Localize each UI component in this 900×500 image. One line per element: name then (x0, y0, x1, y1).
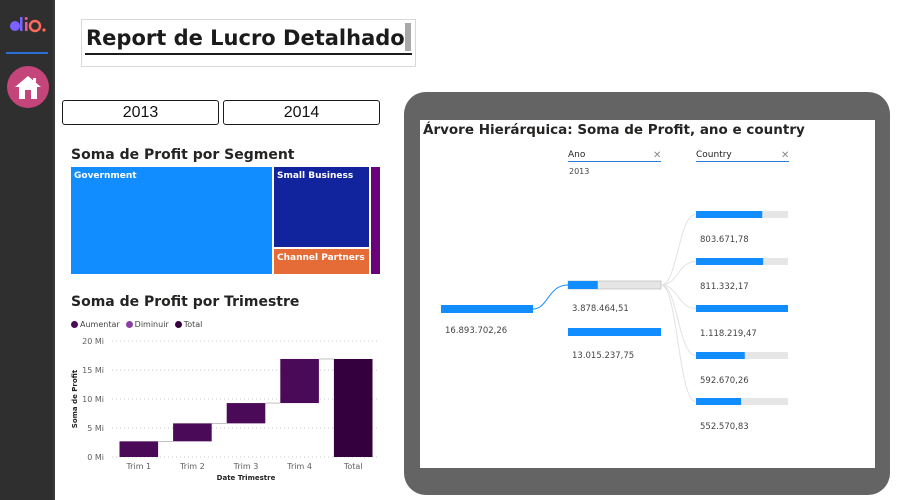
sidebar (0, 0, 55, 500)
tree-node-value: 552.570,83 (700, 422, 749, 432)
sidebar-divider (6, 52, 48, 54)
waterfall-bar-total[interactable] (333, 358, 373, 457)
tree-connector (660, 214, 697, 286)
y-tick-label: 20 Mi (82, 337, 104, 346)
x-tick-label: Trim 4 (286, 462, 312, 471)
level-header-label: Ano (568, 150, 586, 160)
level-selected-ano: 2013 (569, 167, 590, 176)
tree-connector (660, 261, 697, 286)
legend-dot (174, 321, 182, 328)
year-button-2014[interactable]: 2014 (223, 100, 380, 125)
waterfall-bar-increase[interactable] (280, 358, 319, 404)
legend-item-aumentar[interactable]: Aumentar (71, 320, 120, 329)
y-tick-label: 5 Mi (87, 424, 104, 433)
waterfall-bar-increase[interactable] (173, 423, 212, 442)
tree-node-value: 811.332,17 (700, 282, 749, 292)
tree-node-value: 803.671,78 (700, 235, 749, 245)
waterfall-chart: 0 Mi 5 Mi 10 Mi 15 Mi 20 Mi Trim 1 Trim 2 Trim … (71, 337, 380, 482)
legend-dot (125, 321, 133, 328)
level-header-label: Country (696, 150, 732, 160)
tree-node-bar-country[interactable] (696, 211, 763, 218)
x-tick-label: Trim 2 (179, 462, 205, 471)
legend-item-diminuir[interactable]: Diminuir (125, 320, 169, 329)
x-tick-label: Trim 1 (125, 462, 151, 471)
tree-node-value: 13.015.237,75 (572, 351, 634, 361)
level-header-ano[interactable]: Ano (568, 150, 661, 162)
x-tick-label: Total (343, 462, 363, 471)
tree-node-bar-country[interactable] (696, 398, 742, 405)
treemap-tile-government[interactable]: Government (70, 166, 273, 275)
y-tick-label: 0 Mi (87, 453, 104, 462)
tree-node-value: 3.878.464,51 (572, 304, 629, 314)
tree-node-bar-country[interactable] (696, 352, 745, 359)
title-underline (85, 53, 412, 55)
waterfall-bar-increase[interactable] (226, 403, 266, 424)
tree-connector (532, 284, 569, 310)
tree-node-value: 592.670,26 (700, 376, 749, 386)
legend-item-total[interactable]: Total (174, 320, 203, 329)
waterfall-bar-increase[interactable] (119, 441, 159, 457)
y-tick-label: 15 Mi (82, 366, 104, 375)
legend-label: Diminuir (134, 320, 169, 329)
decomposition-tree-title: Árvore Hierárquica: Soma de Profit, ano … (423, 122, 805, 138)
treemap-tile-channel-partners[interactable]: Channel Partners (273, 248, 370, 275)
tree-node-value: 1.118.219,47 (700, 329, 757, 339)
level-header-country[interactable]: Country (696, 150, 789, 162)
tree-connector (660, 284, 697, 402)
dio-logo-icon (10, 17, 46, 33)
quarter-chart-title: Soma de Profit por Trimestre (71, 294, 300, 310)
treemap-tile-small-business[interactable]: Small Business (273, 166, 370, 248)
tree-node-bar-year[interactable] (568, 281, 598, 289)
tree-node-bar-year[interactable] (568, 328, 661, 336)
title-scrollbar[interactable] (405, 23, 411, 51)
segment-chart-title: Soma de Profit por Segment (71, 147, 295, 163)
x-axis-title: Date Trimestre (217, 474, 276, 482)
tree-connector (660, 284, 697, 356)
x-tick-label: Trim 3 (233, 462, 259, 471)
tree-root-value: 16.893.702,26 (445, 326, 507, 336)
tree-connector (660, 284, 697, 309)
tree-root-bar[interactable] (441, 305, 533, 313)
year-button-2013[interactable]: 2013 (62, 100, 219, 125)
decomposition-tree: 16.893.702,26 3.878.464,51 13.015.237,75 80… (441, 211, 788, 432)
tree-node-bar-country[interactable] (696, 258, 764, 265)
tree-node-bar-country[interactable] (696, 305, 788, 312)
legend-label: Total (183, 320, 203, 329)
page-title: Report de Lucro Detalhado (86, 26, 405, 50)
home-icon (15, 76, 41, 99)
close-icon[interactable]: ✕ (653, 150, 662, 161)
tree-node-track (696, 398, 788, 405)
close-icon[interactable]: ✕ (781, 150, 790, 161)
decomposition-panel (420, 120, 875, 468)
home-button[interactable] (7, 66, 49, 108)
legend-dot (71, 321, 78, 328)
legend-label: Aumentar (80, 320, 120, 329)
y-tick-label: 10 Mi (82, 395, 104, 404)
y-axis-title: Soma de Profit (71, 369, 79, 428)
treemap-tile-other[interactable] (370, 166, 381, 275)
report-title-box: Report de Lucro Detalhado (81, 19, 416, 67)
waterfall-legend: Aumentar Diminuir Total (71, 320, 202, 329)
